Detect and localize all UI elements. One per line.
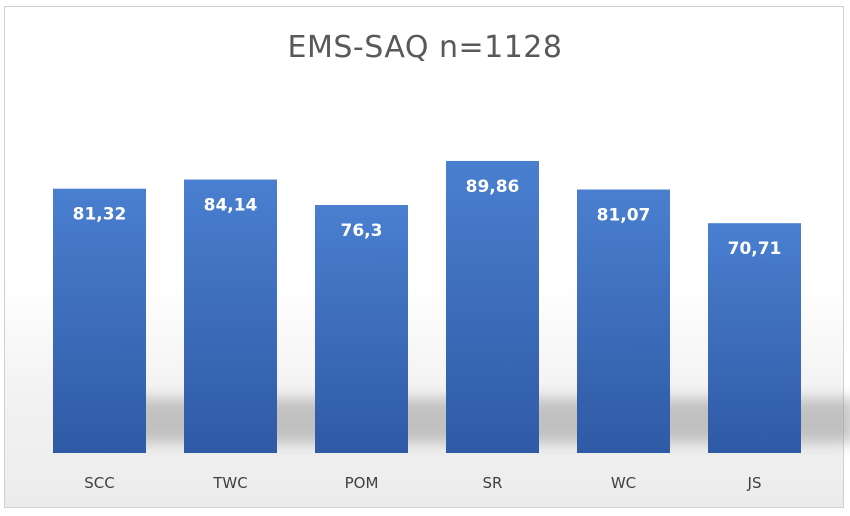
value-label-twc: 84,14 — [204, 196, 258, 216]
bar-pom — [315, 205, 408, 453]
bar-twc — [184, 179, 277, 454]
x-tick-label-js: JS — [747, 474, 762, 492]
value-labels-group: 81,32 84,14 76,3 89,86 81,07 70,71 — [73, 177, 782, 259]
bar-sr — [446, 160, 539, 453]
x-tick-label-scc: SCC — [84, 474, 114, 492]
x-tick-label-twc: TWC — [212, 474, 247, 492]
chart-title: EMS-SAQ n=1128 — [287, 30, 563, 65]
value-label-scc: 81,32 — [73, 205, 127, 225]
value-label-pom: 76,3 — [341, 221, 383, 241]
value-label-wc: 81,07 — [597, 206, 651, 226]
bars-group — [53, 160, 801, 454]
x-tick-labels-group: SCC TWC POM SR WC JS — [84, 474, 761, 492]
x-tick-label-pom: POM — [345, 474, 379, 492]
x-tick-label-sr: SR — [483, 474, 503, 492]
value-label-js: 70,71 — [728, 239, 782, 259]
bar-js — [708, 223, 801, 453]
value-label-sr: 89,86 — [466, 177, 520, 197]
bar-scc — [53, 188, 146, 453]
bar-wc — [577, 189, 670, 453]
x-tick-label-wc: WC — [611, 474, 636, 492]
